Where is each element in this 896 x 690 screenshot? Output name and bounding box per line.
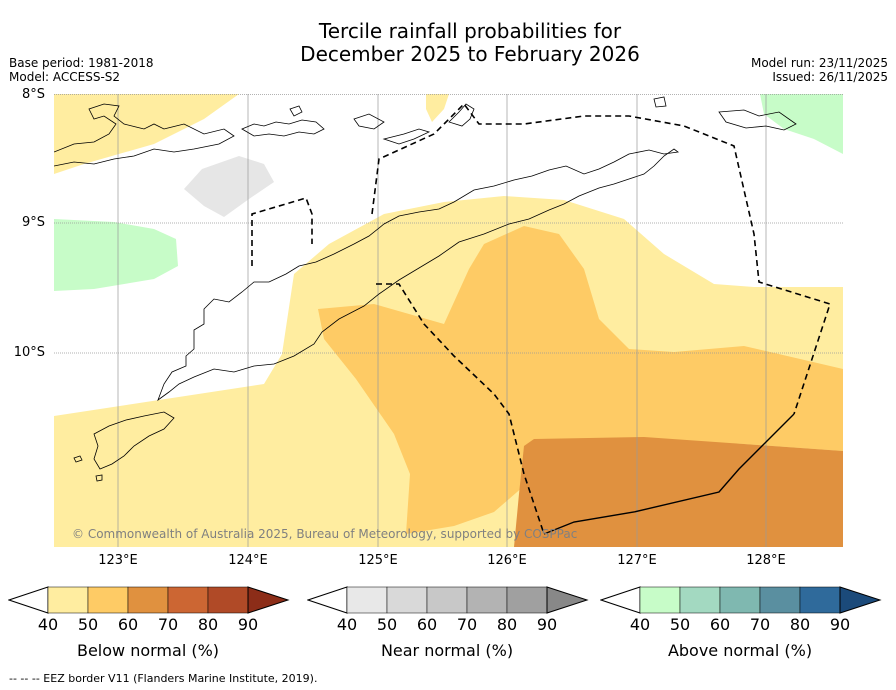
colorbar-below-label: Below normal (%) — [76, 641, 220, 660]
near-normal-50-region — [184, 156, 274, 217]
cb-below-tick: 70 — [157, 615, 179, 634]
lon-label-128e: 128°E — [746, 553, 786, 568]
colorbar-below-extend-low — [8, 586, 49, 614]
lon-label-123e: 123°E — [98, 553, 138, 568]
cb-above-tick: 40 — [629, 615, 651, 634]
colorbar-above-label: Above normal (%) — [667, 641, 813, 660]
colorbar-near-extend-high — [546, 586, 589, 614]
colorbar-near-label: Near normal (%) — [380, 641, 514, 660]
lat-label-9s: 9°S — [21, 215, 45, 230]
coastlines — [54, 96, 797, 482]
colorbar-near-bin — [466, 586, 508, 614]
lon-label-125e: 125°E — [358, 553, 398, 568]
colorbar-above-bin — [719, 586, 761, 614]
cb-near-tick: 50 — [376, 615, 398, 634]
eez-footnote: -- -- -- EEZ border V11 (Flanders Marine… — [9, 672, 318, 685]
eez-border-solid — [543, 413, 795, 535]
colorbar-below-bin — [207, 586, 249, 614]
colorbar-near-extend-low — [307, 586, 348, 614]
colorbar-below-bin — [167, 586, 209, 614]
cb-below-tick: 40 — [37, 615, 59, 634]
colorbar-above-bin — [759, 586, 801, 614]
model-name: Model: ACCESS-S2 — [9, 70, 121, 84]
title-line-2: December 2025 to February 2026 — [300, 42, 640, 66]
cb-above-tick: 70 — [749, 615, 771, 634]
colorbar-above-bin — [799, 586, 841, 614]
lat-label-10s: 10°S — [13, 345, 45, 360]
map-title: Tercile rainfall probabilities for Decem… — [0, 20, 896, 66]
lat-label-8s: 8°S — [21, 87, 45, 102]
colorbar-above-bin — [679, 586, 721, 614]
metadata-right: Model run: 23/11/2025 Issued: 26/11/2025 — [751, 56, 888, 84]
cb-below-tick: 50 — [77, 615, 99, 634]
colorbar-near-normal — [307, 586, 589, 614]
colorbar-below-bin — [87, 586, 129, 614]
cb-near-tick: 70 — [456, 615, 478, 634]
colorbar-below-bin — [47, 586, 89, 614]
colorbar-above-bin — [639, 586, 681, 614]
cb-below-tick: 60 — [117, 615, 139, 634]
above-normal-50-region — [54, 94, 843, 291]
cb-above-tick: 80 — [789, 615, 811, 634]
eez-border — [251, 102, 832, 535]
copyright-note: © Commonwealth of Australia 2025, Bureau… — [72, 527, 577, 541]
colorbar-below-bin — [127, 586, 169, 614]
probability-map: © Commonwealth of Australia 2025, Bureau… — [54, 94, 843, 547]
cb-near-tick: 60 — [416, 615, 438, 634]
base-period: Base period: 1981-2018 — [9, 56, 154, 70]
issued-date: Issued: 26/11/2025 — [772, 70, 888, 84]
colorbar-below-extend-high — [247, 586, 290, 614]
metadata-left: Base period: 1981-2018 Model: ACCESS-S2 — [9, 56, 154, 84]
colorbar-near-bin — [346, 586, 388, 614]
cb-near-tick: 40 — [336, 615, 358, 634]
cb-above-tick: 90 — [829, 615, 851, 634]
colorbar-near-bin — [426, 586, 468, 614]
model-run: Model run: 23/11/2025 — [750, 56, 888, 70]
colorbar-near-bin — [386, 586, 428, 614]
cb-above-tick: 50 — [669, 615, 691, 634]
colorbar-above-extend-high — [839, 586, 882, 614]
lon-label-127e: 127°E — [617, 553, 657, 568]
below-normal-70-region — [514, 437, 843, 547]
below-normal-60-region — [318, 226, 843, 534]
title-line-1: Tercile rainfall probabilities for — [318, 19, 622, 43]
colorbar-below-normal — [8, 586, 290, 614]
cb-below-tick: 80 — [197, 615, 219, 634]
cb-near-tick: 80 — [496, 615, 518, 634]
cb-below-tick: 90 — [237, 615, 259, 634]
lon-label-124e: 124°E — [228, 553, 268, 568]
cb-near-tick: 90 — [536, 615, 558, 634]
lon-label-126e: 126°E — [487, 553, 527, 568]
colorbar-above-extend-low — [600, 586, 641, 614]
cb-above-tick: 60 — [709, 615, 731, 634]
colorbar-near-bin — [506, 586, 548, 614]
colorbar-above-normal — [600, 586, 882, 614]
